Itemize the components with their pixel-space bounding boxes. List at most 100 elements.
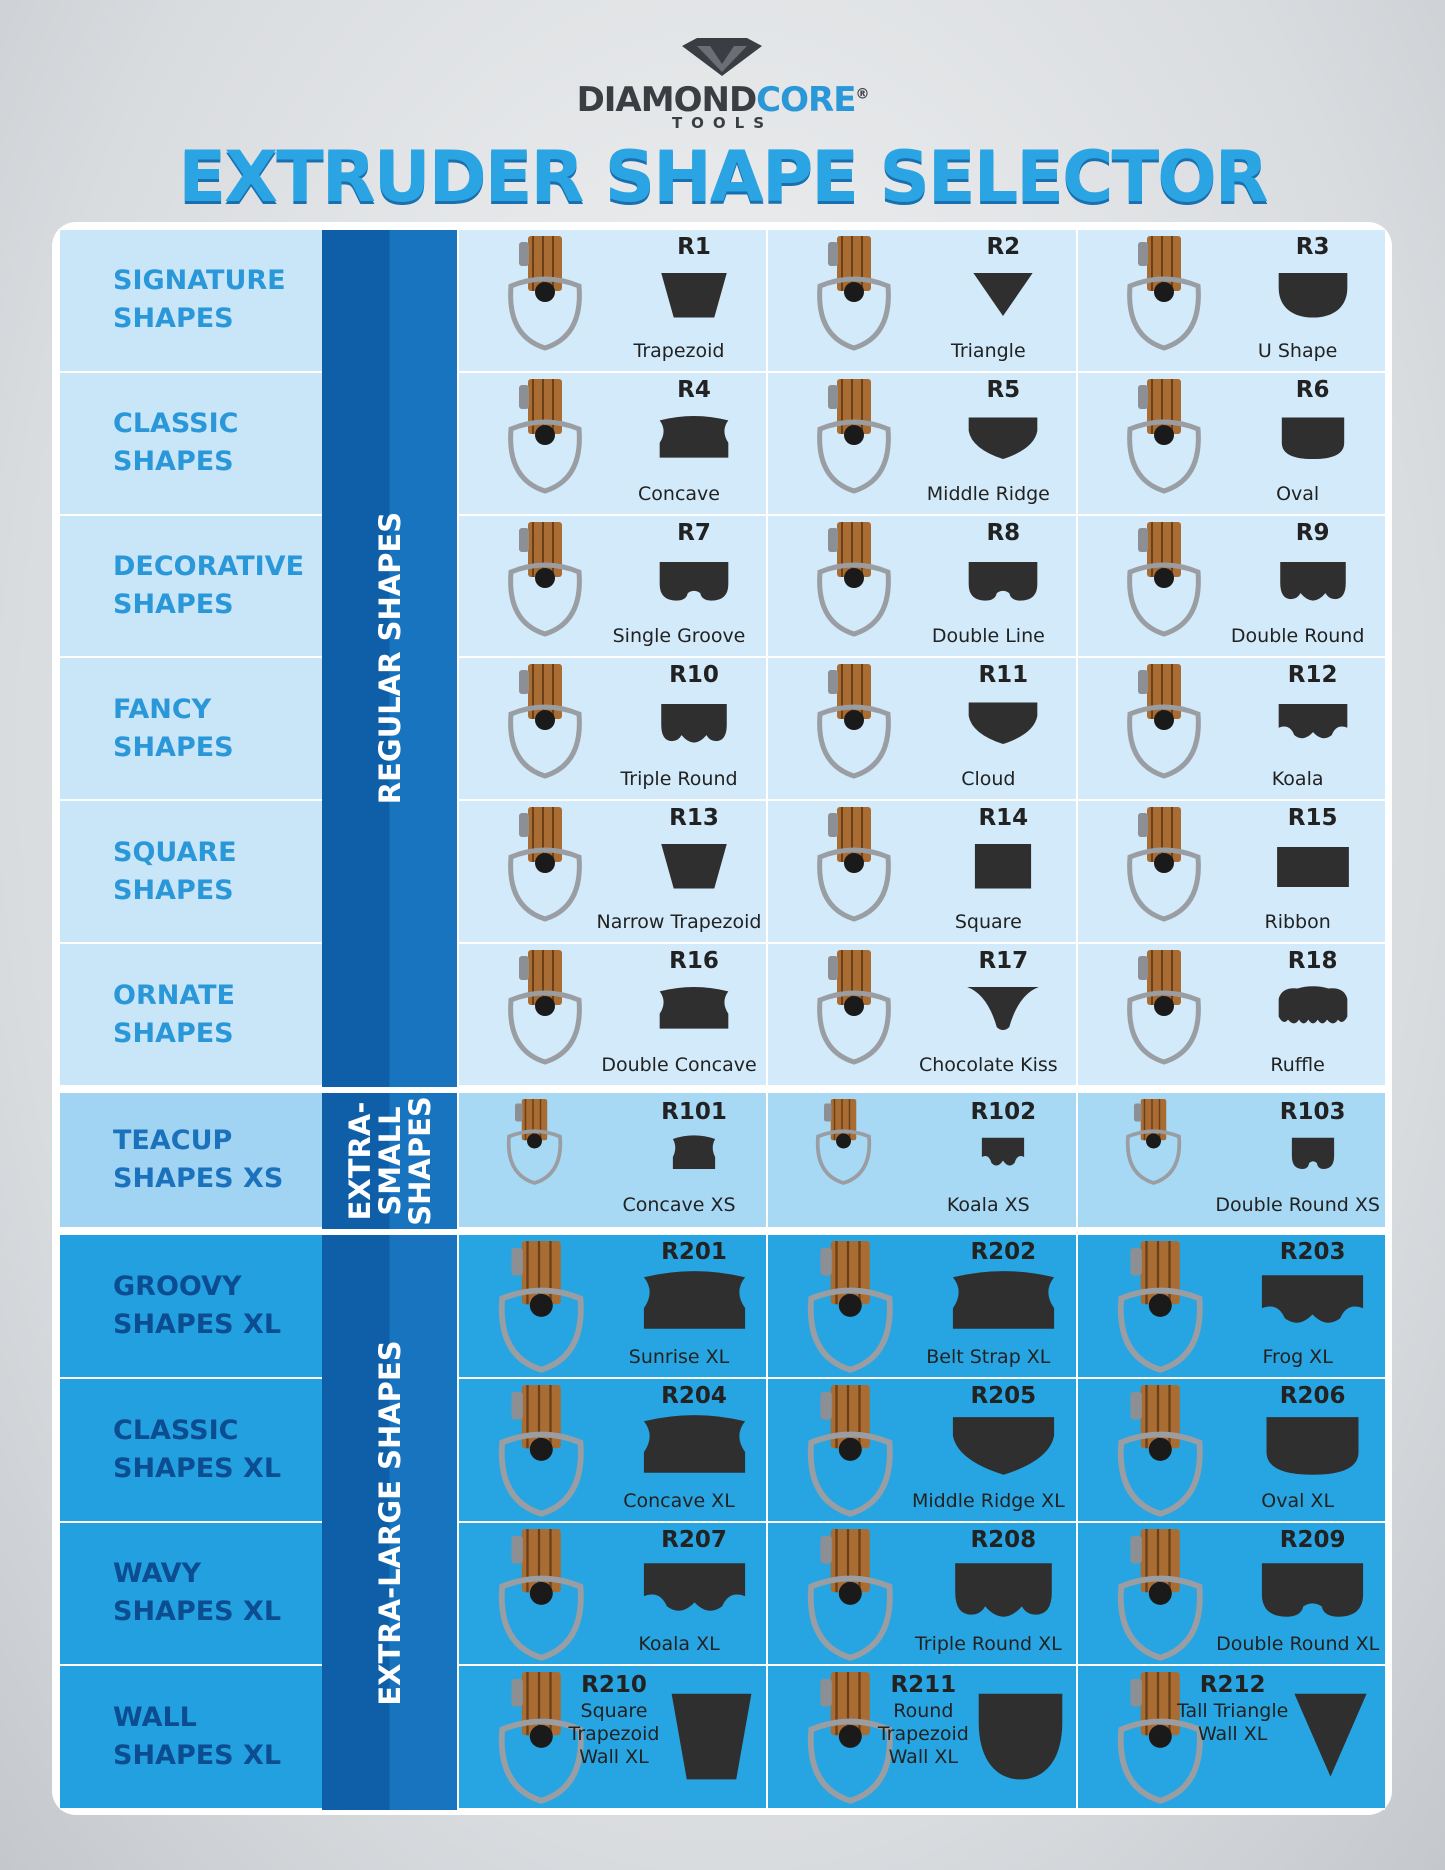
shape-cell: R211 Round Trapezoid Wall XL [766, 1666, 1076, 1810]
shape-code: R12 [1287, 662, 1338, 689]
shape-code: R8 [986, 519, 1021, 546]
tool-image [817, 378, 892, 494]
title: EXTRUDER SHAPE SELECTOR [178, 136, 1268, 218]
tool-image [1126, 950, 1201, 1065]
band-line: SMALL [372, 1106, 407, 1216]
shape-profile [967, 987, 1040, 1031]
shape-name: Single Groove [612, 625, 746, 648]
shape-cell: R202 Belt Strap XL [766, 1235, 1076, 1379]
band-line: EXTRA- [342, 1101, 377, 1221]
row-label: ORNATE SHAPES [60, 944, 322, 1087]
brand-b: CORE [756, 80, 856, 120]
shape-cell: R212 Tall Triangle Wall XL [1075, 1666, 1385, 1810]
brand: DIAMONDCORE® [0, 80, 1445, 120]
band-label: REGULAR SHAPES [373, 512, 407, 804]
shape-code: R17 [978, 948, 1029, 975]
shape-name: Middle Ridge [926, 482, 1050, 505]
shape-code: R10 [669, 662, 719, 689]
row-label-line: SHAPES [113, 446, 234, 478]
shape-cell: R14 Square [766, 801, 1076, 945]
shape-profile [979, 1693, 1063, 1780]
tool-image [506, 1099, 563, 1185]
shape-cell: R7 Single Groove [457, 515, 767, 659]
shape-profile [1276, 847, 1349, 888]
shape-name: Cloud [961, 768, 1016, 791]
shape-name: Double Round XS [1215, 1194, 1380, 1216]
row-label: FANCY SHAPES [60, 658, 322, 802]
shape-code: R212 [1199, 1672, 1266, 1699]
shape-code: R207 [661, 1526, 727, 1553]
tool-image [817, 236, 892, 351]
tool-image [817, 664, 892, 780]
shape-code: R205 [970, 1382, 1037, 1409]
shape-profile [969, 561, 1038, 601]
shape-cell: R210 Square Trapezoid Wall XL [457, 1666, 767, 1810]
band: REGULAR SHAPES [322, 230, 457, 1087]
shape-name: Concave XS [622, 1194, 736, 1216]
shape-cell: R1 Trapezoid [457, 230, 767, 373]
row-label-line: WAVY [113, 1558, 202, 1590]
shape-name: Frog XL [1262, 1345, 1333, 1368]
shape-cell: R206 Oval XL [1075, 1378, 1385, 1523]
tool-image [498, 1672, 584, 1805]
shape-cell: R102 Koala XS [766, 1093, 1076, 1229]
shape-name: Double Line [931, 625, 1045, 648]
row-label-line: DECORATIVE [113, 551, 305, 583]
shape-profile [1294, 1693, 1367, 1777]
shape-name: Koala XS [946, 1194, 1030, 1216]
shape-name: Tall Triangle Wall XL [1176, 1700, 1289, 1746]
row-label-line: SHAPES [113, 1017, 234, 1049]
shape-code: R201 [661, 1239, 727, 1265]
shape-cell: R208 Triple Round XL [766, 1522, 1076, 1667]
shape-profile [661, 704, 727, 744]
tool-image [508, 807, 582, 922]
shape-profile [969, 702, 1038, 745]
shape-profile [659, 987, 729, 1029]
shape-profile [643, 1414, 745, 1473]
shape-cell: R3 U Shape [1075, 230, 1385, 373]
shape-code: R208 [970, 1526, 1037, 1553]
shape-cell: R10 Triple Round [457, 658, 767, 802]
tool-image [1126, 378, 1201, 494]
shape-profile [1262, 1562, 1364, 1617]
row-label: TEACUP SHAPES XS [60, 1093, 322, 1229]
shape-name: Triple Round [620, 768, 738, 791]
shape-profile [982, 1137, 1025, 1166]
shape-code: R206 [1279, 1382, 1346, 1409]
tool-image [1126, 521, 1201, 637]
shape-profile [955, 1562, 1052, 1617]
tool-image [508, 950, 582, 1065]
row-label-line: SQUARE [113, 836, 237, 868]
shape-cell: R13 Narrow Trapezoid [457, 801, 767, 945]
row-label: CLASSIC SHAPES [60, 372, 322, 516]
band: EXTRA- SMALL SHAPES [322, 1093, 457, 1229]
shape-code: R18 [1287, 948, 1338, 975]
shape-code: R209 [1279, 1526, 1346, 1553]
shape-profile [952, 1416, 1054, 1475]
shape-name: Middle Ridge XL [911, 1489, 1065, 1512]
shape-name: Square Trapezoid Wall XL [568, 1700, 660, 1769]
shape-cell: R209 Double Round XL [1075, 1522, 1385, 1667]
row-label: SIGNATURE SHAPES [60, 230, 322, 373]
shape-name: Sunrise XL [628, 1345, 730, 1368]
brand-a: DIAMOND [576, 80, 758, 120]
shape-code: R211 [890, 1672, 957, 1699]
shape-code: R16 [669, 948, 719, 975]
tool-image [508, 521, 582, 637]
shape-code: R204 [661, 1382, 727, 1409]
shape-name: Narrow Trapezoid [596, 911, 762, 934]
shape-cell: R6 Oval [1075, 372, 1385, 516]
band-line: EXTRA-LARGE SHAPES [372, 1339, 407, 1706]
shape-code: R14 [978, 805, 1029, 832]
tool-image [808, 1241, 894, 1373]
shape-cell: R103 Double Round XS [1075, 1093, 1385, 1229]
row-label-line: GROOVY [113, 1270, 242, 1302]
tool-image [498, 1384, 584, 1517]
shape-name: Concave [638, 482, 720, 505]
shape-cell: R9 Double Round [1075, 515, 1385, 659]
row-label-line: WALL [113, 1702, 197, 1734]
shape-cell: R5 Middle Ridge [766, 372, 1076, 516]
shape-code: R9 [1295, 519, 1330, 546]
shape-cell: R205 Middle Ridge XL [766, 1378, 1076, 1523]
